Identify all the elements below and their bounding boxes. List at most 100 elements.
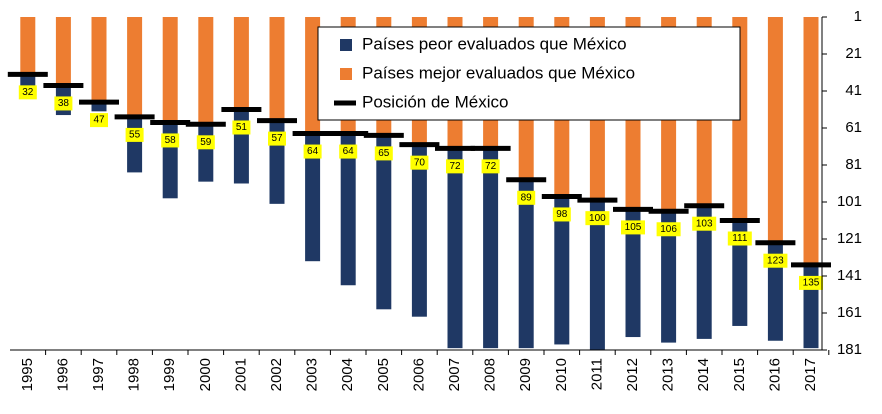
bar-better (269, 17, 285, 121)
y-tick-label: 21 (845, 45, 862, 62)
label-box (90, 113, 108, 128)
x-tick-label: 1998 (126, 358, 143, 391)
label-box (656, 222, 681, 237)
position-label: 55 (129, 130, 141, 141)
position-label: 65 (378, 148, 390, 159)
x-tick-label: 2016 (766, 358, 783, 391)
bar-worse (305, 133, 321, 262)
label-box (339, 144, 358, 159)
bar-better (55, 17, 71, 86)
position-label: 98 (556, 209, 568, 220)
x-tick-label: 2011 (588, 358, 605, 390)
bar-worse (483, 148, 499, 349)
bar-better (127, 17, 143, 117)
legend-box (317, 26, 741, 121)
bar-worse (732, 220, 748, 326)
bar-better (91, 17, 107, 103)
label-box (727, 231, 752, 246)
legend-label: Posición de México (362, 92, 508, 111)
bar-worse (625, 209, 641, 338)
overlay: 32 1995 38 1996 47 1997 55 1998 58 1999 59 2000 51 20… (7, 8, 862, 391)
label-box (54, 96, 73, 111)
position-label: 100 (589, 213, 606, 224)
label-box (232, 120, 251, 135)
legend-label: Países peor evaluados que México (362, 34, 627, 53)
bar-worse (91, 102, 107, 112)
bar-better (162, 17, 178, 123)
label-box (161, 133, 180, 148)
label-box (268, 131, 286, 146)
position-label: 64 (343, 146, 355, 157)
label-box (18, 85, 37, 100)
position-label: 64 (307, 146, 319, 157)
position-label: 59 (200, 137, 212, 148)
bar-worse (661, 211, 677, 343)
y-tick-label: 141 (837, 267, 862, 284)
legend-swatch (340, 68, 352, 80)
position-label: 38 (58, 98, 70, 109)
label-box (303, 144, 322, 159)
label-box (410, 155, 429, 170)
position-label: 106 (660, 224, 677, 235)
label-box (621, 220, 645, 235)
x-tick-label: 2013 (660, 358, 677, 391)
bar-better (767, 17, 783, 243)
bar-better (20, 17, 36, 75)
bar-worse (340, 133, 356, 286)
position-label: 103 (696, 218, 713, 229)
x-tick-label: 2005 (375, 358, 392, 391)
bar-better (233, 17, 249, 110)
x-tick-label: 2004 (339, 358, 356, 391)
x-tick-label: 2000 (197, 358, 214, 391)
y-tick-label: 161 (837, 304, 862, 321)
x-tick-label: 2009 (517, 358, 534, 391)
position-label: 89 (521, 192, 533, 203)
x-tick-label: 2001 (232, 358, 249, 391)
bar-better (305, 17, 321, 134)
bar-worse (411, 144, 427, 317)
position-label: 135 (803, 278, 820, 289)
x-tick-label: 2007 (446, 358, 463, 391)
y-tick-label: 81 (845, 156, 862, 173)
x-tick-label: 1996 (54, 358, 71, 391)
x-tick-label: 2012 (624, 358, 641, 391)
x-tick-label: 2014 (695, 358, 712, 391)
position-label: 72 (449, 161, 461, 172)
label-box (799, 275, 823, 290)
x-tick-label: 2015 (731, 358, 748, 391)
bar-worse (376, 135, 392, 310)
position-label: 58 (165, 135, 177, 146)
bar-worse (696, 205, 712, 339)
x-tick-label: 2008 (482, 358, 499, 391)
x-tick-label: 2003 (304, 358, 321, 391)
x-tick-label: 1997 (90, 358, 107, 391)
y-tick-label: 1 (854, 8, 862, 25)
bar-worse (198, 124, 214, 182)
bar-better (198, 17, 214, 125)
label-box (125, 127, 144, 142)
x-tick-label: 2002 (268, 358, 285, 391)
label-box (446, 159, 464, 174)
position-label: 123 (767, 255, 784, 266)
bar-better (803, 17, 819, 265)
x-tick-label: 2017 (802, 358, 819, 391)
label-box (517, 190, 536, 205)
bar-worse (589, 200, 605, 350)
position-label: 57 (271, 133, 283, 144)
position-label: 72 (485, 161, 497, 172)
position-label: 51 (236, 122, 248, 133)
y-tick-label: 41 (845, 82, 862, 99)
position-label: 105 (625, 222, 642, 233)
label-box (196, 135, 215, 150)
y-tick-label: 101 (837, 193, 862, 210)
bar-worse (554, 196, 570, 345)
y-tick-label: 61 (845, 119, 862, 136)
position-label: 70 (414, 157, 426, 168)
position-label: 32 (22, 87, 34, 98)
label-box (585, 211, 610, 226)
x-tick-label: 2010 (553, 358, 570, 391)
bar-worse (127, 116, 143, 173)
position-label: 47 (93, 115, 105, 126)
bar-worse (518, 179, 534, 349)
